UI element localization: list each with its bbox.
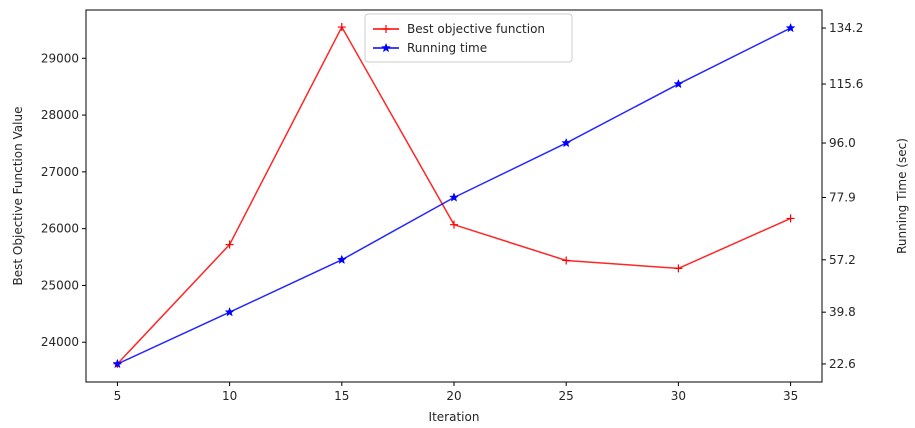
data-point-objective xyxy=(786,214,795,223)
y-axis-right-label: Running Time (sec) xyxy=(895,138,909,254)
data-point-running-time xyxy=(561,137,572,148)
y-left-tick-label: 27000 xyxy=(41,165,79,179)
data-point-running-time xyxy=(336,254,347,265)
legend-marker-objective xyxy=(382,25,390,33)
data-point-running-time xyxy=(224,306,235,317)
data-point-objective xyxy=(337,23,346,32)
data-point-objective xyxy=(562,256,571,265)
y-left-tick-label: 26000 xyxy=(41,222,79,236)
x-tick-label: 5 xyxy=(114,389,122,403)
legend-box xyxy=(364,13,573,63)
x-tick-label: 15 xyxy=(334,389,349,403)
x-axis-label: Iteration xyxy=(429,410,480,424)
axes: 5 10 15 20 25 30 35 24000 25000 26000 27000 28000 29… xyxy=(41,9,863,403)
y-left-tick-label: 28000 xyxy=(41,108,79,122)
y-right-tick-label: 96.0 xyxy=(829,136,856,150)
legend-label-running-time: Running time xyxy=(407,41,487,55)
data-point-running-time xyxy=(785,22,796,33)
y-left-tick-label: 25000 xyxy=(41,278,79,292)
y-right-tick-label: 22.6 xyxy=(829,357,856,371)
y-right-tick-label: 39.8 xyxy=(829,305,856,319)
y-right-tick-label: 134.2 xyxy=(829,21,863,35)
y-left-tick-label: 29000 xyxy=(41,51,79,65)
legend-label-objective: Best objective function xyxy=(407,22,545,36)
data-point-running-time xyxy=(112,358,123,369)
y-right-tick-label: 57.2 xyxy=(829,253,856,267)
legend: Best objective function Running time xyxy=(364,13,573,63)
x-tick-label: 35 xyxy=(783,389,798,403)
data-point-objective xyxy=(450,220,458,229)
y-right-tick-label: 115.6 xyxy=(829,77,863,91)
data-point-objective xyxy=(225,240,234,249)
plot-area xyxy=(112,22,796,369)
legend-marker-running-time xyxy=(381,42,391,53)
y-axis-left-label: Best Objective Function Value xyxy=(11,107,25,286)
y-right-tick-label: 77.9 xyxy=(829,191,856,205)
data-point-running-time xyxy=(673,78,684,89)
x-tick-label: 10 xyxy=(222,389,237,403)
x-tick-label: 20 xyxy=(446,389,461,403)
x-tick-label: 25 xyxy=(559,389,574,403)
x-tick-label: 30 xyxy=(671,389,686,403)
y-left-tick-label: 24000 xyxy=(41,335,79,349)
data-point-running-time xyxy=(449,192,459,202)
data-point-objective xyxy=(674,264,683,273)
